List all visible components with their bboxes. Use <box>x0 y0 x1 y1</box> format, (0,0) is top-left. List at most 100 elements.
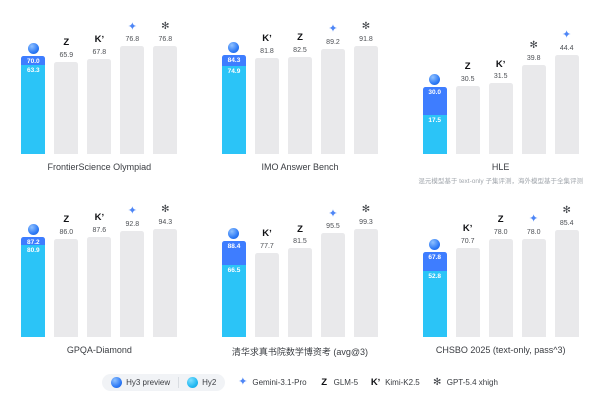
legend-item-hy3-preview: Hy3 preview <box>111 377 170 388</box>
bar-kimi-k2.5 <box>254 57 279 154</box>
hy3-value: 70.0 <box>27 58 40 65</box>
charts-grid: 70.0 63.3 Z 65.9 Kʼ 67.8 ✦ 76.8 ✻ 76.8 FrontierSci… <box>16 16 584 358</box>
bar-column-glm-5: Z 65.9 <box>54 16 79 154</box>
hy3-value: 30.0 <box>428 88 441 96</box>
hy2-value: 63.3 <box>27 67 40 75</box>
bar-value: 39.8 <box>526 54 541 62</box>
gpt-icon: ✻ <box>562 204 571 216</box>
bar-value: 87.6 <box>92 226 107 234</box>
plot-area: 87.2 80.9 Z 86.0 Kʼ 87.6 ✦ 92.8 ✻ 94.3 <box>21 199 178 337</box>
bar-value: 81.5 <box>293 238 307 246</box>
legend-label: Hy2 <box>202 378 217 387</box>
bar-gpt-5.4-xhigh <box>521 64 546 154</box>
bar-glm-5 <box>488 238 513 337</box>
gpt-icon: ✻ <box>529 39 538 51</box>
bar-value: 81.8 <box>260 47 274 55</box>
bar-hy3-preview: 84.3 74.9 <box>221 54 246 154</box>
legend-item-kimi-k2-5: Kʼ Kimi-K2.5 <box>370 377 420 389</box>
glm-icon: Z <box>63 37 70 48</box>
bar-column-hy3-preview-hy2: 70.0 63.3 <box>21 16 46 154</box>
bar-kimi-k2.5 <box>87 59 112 154</box>
bar-value: 78.0 <box>493 228 508 236</box>
chart-3: 87.2 80.9 Z 86.0 Kʼ 87.6 ✦ 92.8 ✻ 94.3 GPQA-Diamon… <box>16 199 183 358</box>
bar-column-gpt-5.4-xhigh: ✻ 99.3 <box>353 199 378 337</box>
bar-hy3-preview: 70.0 63.3 <box>21 56 46 154</box>
gpt-icon: ✻ <box>433 376 442 388</box>
hunyuan2-icon <box>187 377 199 388</box>
bar-column-glm-5: Z 81.5 <box>287 199 312 337</box>
bar-kimi-k2.5 <box>488 83 513 154</box>
bar-gpt-5.4-xhigh <box>153 229 178 337</box>
bar-gpt-5.4-xhigh <box>353 229 378 337</box>
legend-label: GPT-5.4 xhigh <box>446 378 498 387</box>
gpt-icon: ✻ <box>361 204 371 216</box>
bar-hy3-preview: 30.0 17.5 <box>422 86 447 154</box>
bar-column-gemini-3.1-pro: ✦ 44.4 <box>554 16 579 154</box>
bar-kimi-k2.5 <box>455 248 480 337</box>
bar-value: 92.8 <box>125 220 140 228</box>
legend: Hy3 preview Hy2 ✦ Gemini-3.1-Pro Z GLM-5 Kʼ Kim… <box>16 374 584 391</box>
plot-area: 88.4 66.5 Kʼ 77.7 Z 81.5 ✦ 95.5 ✻ 99.3 <box>221 199 378 337</box>
kimi-icon: Kʼ <box>370 376 381 388</box>
bar-glm-5 <box>54 238 79 337</box>
bar-column-gpt-5.4-xhigh: ✻ 85.4 <box>554 199 579 337</box>
bar-value: 67.8 <box>92 49 107 57</box>
bar-value: 76.8 <box>125 36 140 44</box>
bar-column-hy3-preview-hy2: 67.8 52.8 <box>422 199 447 337</box>
bar-column-kimi-k2.5: Kʼ 81.8 <box>254 16 279 154</box>
bar-column-hy3-preview-hy2: 88.4 66.5 <box>221 199 246 337</box>
bar-column-gpt-5.4-xhigh: ✻ 39.8 <box>521 16 546 154</box>
kimi-icon: Kʼ <box>262 32 272 44</box>
bar-glm-5 <box>287 248 312 337</box>
bar-value: 70.7 <box>460 238 475 246</box>
bar-value: 44.4 <box>559 44 574 52</box>
glm-icon: Z <box>297 32 303 43</box>
gpt-icon: ✻ <box>161 21 170 33</box>
bar-column-hy3-preview-hy2: 87.2 80.9 <box>21 199 46 337</box>
bar-column-glm-5: Z 78.0 <box>488 199 513 337</box>
bar-value: 31.5 <box>493 73 508 81</box>
bar-column-gpt-5.4-xhigh: ✻ 91.8 <box>353 16 378 154</box>
hy3-value: 87.2 <box>27 239 40 247</box>
bar-column-gemini-3.1-pro: ✦ 92.8 <box>120 199 145 337</box>
bar-glm-5 <box>455 85 480 154</box>
chart-5: 67.8 52.8 Kʼ 70.7 Z 78.0 ✦ 78.0 ✻ 85.4 CHSBO 2025 … <box>417 199 584 358</box>
bar-gemini-3.1-pro <box>554 54 579 154</box>
hy2-value: 74.9 <box>227 67 241 75</box>
kimi-icon: Kʼ <box>262 227 272 239</box>
bar-glm-5 <box>54 61 79 154</box>
bar-column-hy3-preview-hy2: 84.3 74.9 <box>221 16 246 154</box>
bar-kimi-k2.5 <box>254 252 279 337</box>
bar-value: 95.5 <box>326 223 340 231</box>
glm-icon: Z <box>63 213 70 225</box>
chart-footnote: 混元模型基于 text-only 子集评测，海外模型基于全集评测 <box>418 178 583 185</box>
glm-icon: Z <box>297 223 303 235</box>
legend-item-hy2: Hy2 <box>178 377 216 388</box>
legend-item-gpt-5-4-xhigh: ✻ GPT-5.4 xhigh <box>432 377 498 389</box>
plot-area: 84.3 74.9 Kʼ 81.8 Z 82.5 ✦ 89.2 ✻ 91.8 <box>221 16 378 154</box>
chart-title: HLE <box>491 162 510 172</box>
hy3-value: 84.3 <box>227 56 241 64</box>
chart-title: 清华求真书院数学博资考 (avg@3) <box>231 347 369 357</box>
gemini-icon: ✦ <box>127 205 137 218</box>
bar-glm-5 <box>287 56 312 154</box>
bar-value: 94.3 <box>158 219 173 227</box>
gemini-icon: ✦ <box>328 23 338 36</box>
glm-icon: Z <box>464 60 471 72</box>
hunyuan-icon <box>111 377 123 388</box>
plot-area: 70.0 63.3 Z 65.9 Kʼ 67.8 ✦ 76.8 ✻ 76.8 <box>21 16 178 154</box>
hunyuan-icon <box>27 43 39 54</box>
bar-gemini-3.1-pro <box>320 48 345 154</box>
chart-0: 70.0 63.3 Z 65.9 Kʼ 67.8 ✦ 76.8 ✻ 76.8 FrontierSci… <box>16 16 183 185</box>
bar-hy2-segment: 52.8 <box>422 270 447 337</box>
bar-column-kimi-k2.5: Kʼ 31.5 <box>488 16 513 154</box>
bar-hy3-preview: 67.8 52.8 <box>422 251 447 337</box>
kimi-icon: Kʼ <box>94 212 105 224</box>
hy2-value: 52.8 <box>428 272 441 280</box>
bar-hy2-segment: 63.3 <box>21 65 46 154</box>
bar-column-glm-5: Z 82.5 <box>287 16 312 154</box>
bar-value: 76.8 <box>158 36 173 44</box>
bar-column-gemini-3.1-pro: ✦ 76.8 <box>120 16 145 154</box>
chart-title: GPQA-Diamond <box>66 345 132 355</box>
